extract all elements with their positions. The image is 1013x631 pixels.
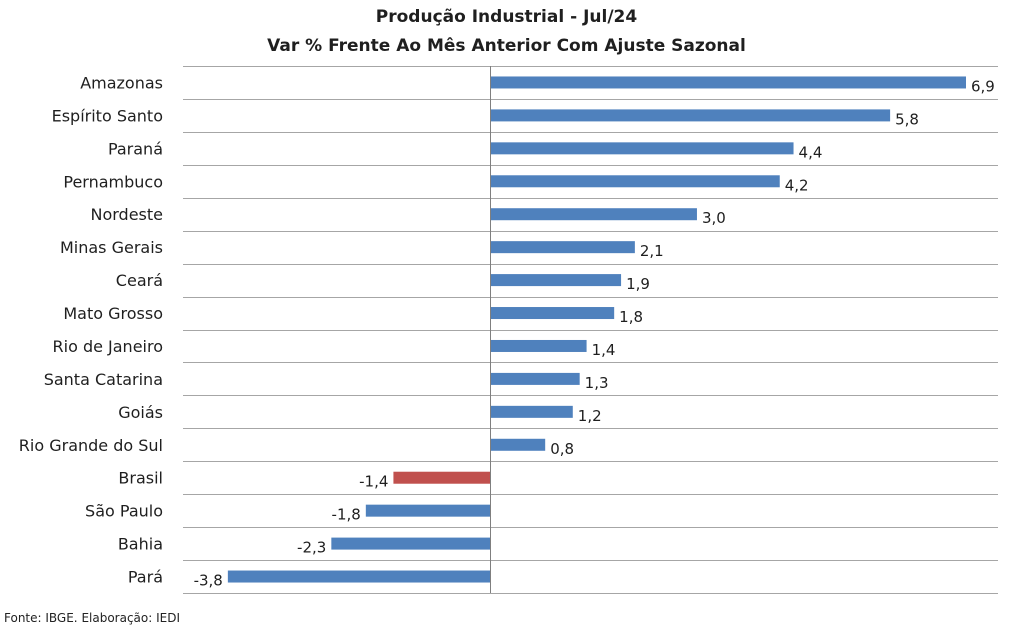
category-label: Rio Grande do Sul <box>19 436 163 455</box>
value-label: -2,3 <box>297 539 326 557</box>
bar-13 <box>365 504 490 517</box>
category-label: Goiás <box>118 403 163 422</box>
bar-15 <box>227 570 490 583</box>
category-label: Mato Grosso <box>63 304 163 323</box>
bar-8 <box>490 339 587 352</box>
bar-7 <box>490 307 615 320</box>
category-label: Pernambuco <box>63 172 163 191</box>
value-label: 1,2 <box>578 407 602 425</box>
value-label: 3,0 <box>702 209 726 227</box>
bar-0 <box>490 76 966 89</box>
category-label: Brasil <box>118 469 163 488</box>
value-label: 1,9 <box>626 275 650 293</box>
source-note: Fonte: IBGE. Elaboração: IEDI <box>4 611 181 625</box>
chart-subtitle: Var % Frente Ao Mês Anterior Com Ajuste … <box>267 36 746 56</box>
category-label: Ceará <box>116 271 163 290</box>
value-label: -3,8 <box>194 572 223 590</box>
category-label: Santa Catarina <box>44 370 163 389</box>
category-label: Pará <box>128 568 163 587</box>
value-labels: 6,9 5,8 4,4 4,2 3,0 2,1 1,9 1,81,4 1,3 1,20,8 -1,4… <box>194 77 995 589</box>
bar-10 <box>490 405 573 418</box>
gridlines <box>183 66 998 594</box>
category-label: Nordeste <box>90 205 163 224</box>
category-label: Amazonas <box>80 73 163 92</box>
value-label: 6,9 <box>971 77 995 95</box>
category-label: Rio de Janeiro <box>53 337 164 356</box>
category-label: Minas Gerais <box>60 238 163 257</box>
bar-2 <box>490 142 794 155</box>
value-label: 4,4 <box>799 143 823 161</box>
bar-5 <box>490 241 635 254</box>
category-label: Paraná <box>108 139 163 158</box>
value-label: 1,8 <box>619 308 643 326</box>
value-label: 5,8 <box>895 110 919 128</box>
bar-6 <box>490 274 622 287</box>
bars <box>227 76 966 583</box>
bar-14 <box>331 537 490 550</box>
value-label: -1,8 <box>332 506 361 524</box>
category-label: Espírito Santo <box>52 106 163 125</box>
value-label: 4,2 <box>785 176 809 194</box>
value-label: 1,3 <box>585 374 609 392</box>
value-label: -1,4 <box>359 473 388 491</box>
chart-title: Produção Industrial - Jul/24 <box>375 7 638 27</box>
bar-4 <box>490 208 697 221</box>
bar-11 <box>490 438 546 451</box>
value-label: 1,4 <box>592 341 616 359</box>
category-labels: Amazonas Espírito Santo Paraná Pernambuco No… <box>19 73 163 586</box>
value-label: 2,1 <box>640 242 664 260</box>
category-label: Bahia <box>118 535 163 554</box>
bar-12 <box>393 471 490 484</box>
value-label: 0,8 <box>550 440 574 458</box>
category-label: São Paulo <box>85 502 163 521</box>
bar-3 <box>490 175 780 188</box>
bar-1 <box>490 109 891 122</box>
bar-9 <box>490 372 580 385</box>
